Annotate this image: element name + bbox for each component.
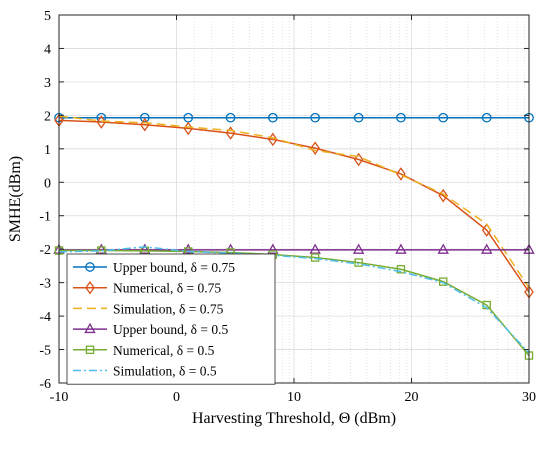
x-axis-label: Harvesting Threshold, Θ (dBm) bbox=[192, 410, 396, 427]
legend-item: Numerical, δ = 0.75 bbox=[73, 281, 221, 296]
y-tick-label: 1 bbox=[44, 143, 51, 158]
y-tick-label: -2 bbox=[39, 243, 51, 258]
y-axis-label: SMHE(dBm) bbox=[7, 156, 24, 242]
series-3 bbox=[58, 115, 530, 289]
y-tick-label: -3 bbox=[39, 277, 51, 292]
marker-triangle bbox=[95, 243, 108, 254]
y-tick-label: -5 bbox=[39, 344, 51, 359]
marker-diamond bbox=[310, 141, 320, 155]
marker-triangle bbox=[182, 243, 194, 254]
y-tick-label: 3 bbox=[44, 76, 51, 91]
marker-triangle bbox=[480, 243, 493, 254]
y-tick-label: 2 bbox=[44, 109, 51, 124]
legend-box bbox=[66, 253, 276, 385]
legend-label: Upper bound, δ = 0.5 bbox=[113, 322, 228, 337]
legend-item: Simulation, δ = 0.5 bbox=[73, 364, 217, 379]
y-tick-label: -6 bbox=[39, 377, 51, 392]
legend-label: Upper bound, δ = 0.75 bbox=[113, 260, 235, 275]
series-line bbox=[58, 115, 530, 289]
marker-diamond bbox=[85, 280, 95, 295]
marker-square bbox=[396, 265, 406, 274]
marker-circle bbox=[267, 112, 278, 123]
marker-diamond bbox=[353, 152, 364, 167]
x-tick-label: 0 bbox=[173, 390, 180, 405]
legend-item: Numerical, δ = 0.5 bbox=[73, 343, 215, 358]
y-tick-label: 0 bbox=[44, 176, 51, 191]
series-line bbox=[59, 249, 530, 357]
x-tick-label: 20 bbox=[405, 390, 419, 405]
marker-diamond bbox=[396, 167, 406, 181]
series-layer bbox=[53, 112, 535, 360]
marker-circle bbox=[139, 112, 150, 123]
y-tick-label: 4 bbox=[44, 42, 51, 57]
marker-triangle bbox=[437, 243, 449, 254]
x-tick-label: 30 bbox=[522, 390, 536, 405]
marker-circle bbox=[85, 262, 95, 272]
x-tick-label: 10 bbox=[287, 390, 301, 405]
marker-circle bbox=[481, 112, 492, 123]
legend-item: Upper bound, δ = 0.5 bbox=[73, 322, 228, 337]
marker-triangle bbox=[309, 243, 321, 254]
marker-square bbox=[354, 258, 363, 267]
marker-circle bbox=[353, 112, 364, 123]
y-tick-label: -1 bbox=[39, 210, 51, 225]
y-tick-label: -4 bbox=[39, 310, 51, 325]
legend-label: Simulation, δ = 0.5 bbox=[113, 364, 217, 379]
legend-label: Numerical, δ = 0.5 bbox=[113, 343, 215, 358]
legend-item: Upper bound, δ = 0.75 bbox=[73, 260, 235, 275]
marker-circle bbox=[310, 112, 320, 123]
legend-items: Upper bound, δ = 0.75 Numerical, δ = 0.75… bbox=[73, 260, 235, 379]
marker-square bbox=[439, 277, 448, 286]
x-tick-label: -10 bbox=[50, 390, 69, 405]
series-line bbox=[58, 119, 530, 293]
marker-triangle bbox=[139, 243, 151, 254]
legend-item: Simulation, δ = 0.75 bbox=[73, 301, 224, 316]
legend-label: Numerical, δ = 0.75 bbox=[113, 281, 221, 296]
marker-diamond bbox=[438, 188, 449, 203]
marker-triangle bbox=[395, 243, 407, 254]
marker-circle bbox=[225, 112, 236, 123]
legend-label: Simulation, δ = 0.75 bbox=[113, 301, 224, 316]
series-line bbox=[58, 246, 530, 354]
marker-diamond bbox=[96, 115, 107, 129]
marker-triangle bbox=[267, 243, 279, 254]
marker-square bbox=[310, 253, 320, 262]
marker-triangle bbox=[84, 322, 96, 334]
marker-circle bbox=[396, 112, 406, 123]
y-tick-label: 5 bbox=[44, 9, 51, 24]
legend: Upper bound, δ = 0.75 Numerical, δ = 0.75… bbox=[66, 253, 276, 385]
marker-square bbox=[85, 345, 95, 355]
series-6 bbox=[58, 246, 530, 354]
marker-triangle bbox=[352, 243, 365, 254]
marker-circle bbox=[438, 112, 449, 123]
